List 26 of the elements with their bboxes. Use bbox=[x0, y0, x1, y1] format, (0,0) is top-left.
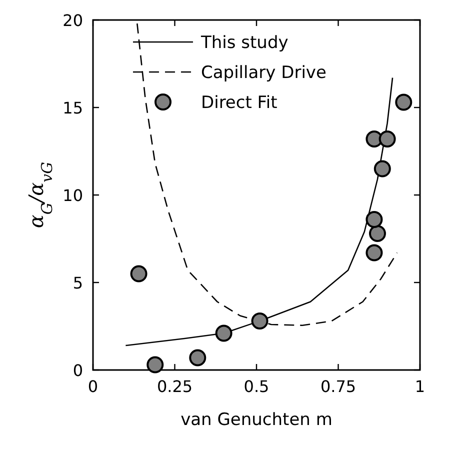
point bbox=[366, 211, 383, 228]
x-tick-label: 0.25 bbox=[156, 377, 193, 396]
point bbox=[378, 130, 396, 148]
x-tick-label: 1 bbox=[414, 377, 426, 396]
x-axis-title: van Genuchten m bbox=[180, 410, 332, 430]
y-tick-label: 5 bbox=[72, 274, 83, 292]
legend-label: Direct Fit bbox=[201, 93, 278, 113]
point bbox=[374, 160, 391, 178]
y-tick-label: 15 bbox=[62, 98, 83, 118]
x-tick-label: 0 bbox=[88, 377, 98, 396]
point bbox=[368, 225, 386, 242]
y-tick-label: 0 bbox=[72, 361, 83, 380]
point bbox=[189, 349, 206, 366]
point bbox=[215, 324, 232, 342]
x-tick-label: 0.5 bbox=[244, 377, 270, 396]
y-tick-label: 10 bbox=[62, 186, 83, 205]
line-series bbox=[136, 22, 398, 326]
legend-label: This study bbox=[200, 33, 288, 53]
point bbox=[395, 94, 412, 111]
y-tick-label: 20 bbox=[62, 11, 83, 30]
point bbox=[130, 265, 148, 282]
point bbox=[251, 312, 268, 330]
legend-label: Capillary Drive bbox=[201, 63, 326, 83]
point bbox=[146, 356, 164, 374]
x-tick-label: 0.75 bbox=[320, 377, 356, 396]
point bbox=[366, 244, 383, 262]
